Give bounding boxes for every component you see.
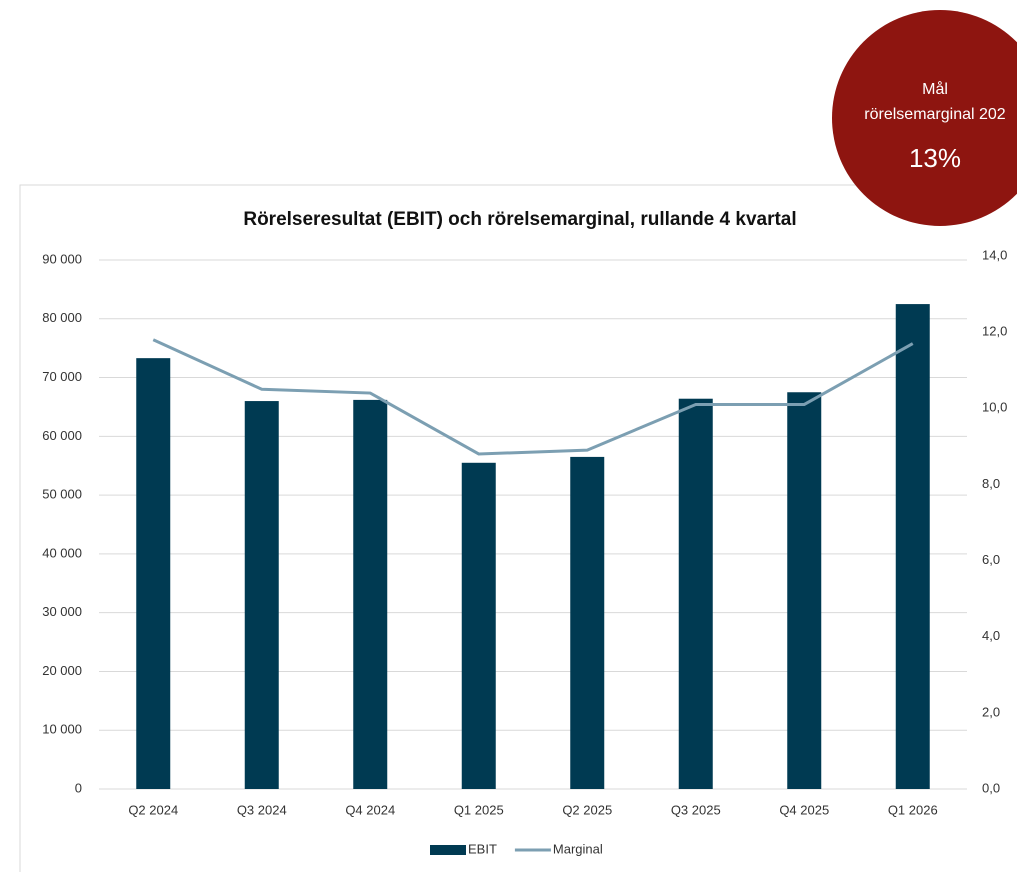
y2-tick-label: 14,0 xyxy=(982,247,1007,262)
y-tick-label: 60 000 xyxy=(42,428,82,443)
chart-title: Rörelseresultat (EBIT) och rörelsemargin… xyxy=(243,209,796,230)
x-tick-label: Q1 2025 xyxy=(454,802,504,817)
y2-tick-label: 8,0 xyxy=(982,476,1000,491)
badge: Mål rörelsemarginal 202 13% xyxy=(832,10,1017,226)
chart-frame xyxy=(19,184,1017,872)
legend-swatch xyxy=(430,845,466,855)
bar xyxy=(895,304,930,789)
badge-line1: Mål xyxy=(922,80,948,98)
y-tick-label: 80 000 xyxy=(42,310,82,325)
bar xyxy=(787,392,822,789)
y2-tick-label: 2,0 xyxy=(982,704,1000,719)
x-tick-label: Q3 2025 xyxy=(671,802,721,817)
x-tick-label: Q2 2025 xyxy=(562,802,612,817)
y-tick-label: 0 xyxy=(75,780,82,795)
x-tick-label: Q4 2024 xyxy=(345,802,395,817)
y-tick-label: 70 000 xyxy=(42,369,82,384)
bar xyxy=(353,399,388,789)
y2-tick-label: 10,0 xyxy=(982,400,1007,415)
line xyxy=(152,338,914,456)
bar xyxy=(244,401,279,789)
y-tick-label: 40 000 xyxy=(42,545,82,560)
x-tick-label: Q1 2026 xyxy=(888,802,938,817)
y2-tick-label: 4,0 xyxy=(982,628,1000,643)
legend-item: EBIT xyxy=(430,841,497,856)
legend-item: Marginal xyxy=(514,841,603,856)
y2-tick-label: 0,0 xyxy=(982,780,1000,795)
bar xyxy=(461,462,496,789)
y-tick-label: 50 000 xyxy=(42,487,82,502)
y-tick-label: 10 000 xyxy=(42,722,82,737)
x-tick-label: Q4 2025 xyxy=(779,802,829,817)
x-tick-label: Q3 2024 xyxy=(237,802,287,817)
y-tick-label: 90 000 xyxy=(42,251,82,266)
y-tick-label: 20 000 xyxy=(42,663,82,678)
badge-circle xyxy=(832,10,1017,226)
badge-value: 13% xyxy=(909,143,961,173)
bar xyxy=(678,398,713,789)
bar xyxy=(570,456,605,789)
badge-line2: rörelsemarginal 202 xyxy=(864,106,1006,123)
x-tick-label: Q2 2024 xyxy=(128,802,178,817)
y2-tick-label: 6,0 xyxy=(982,552,1000,567)
legend-label: EBIT xyxy=(468,841,497,856)
bar xyxy=(136,358,171,789)
y-tick-label: 30 000 xyxy=(42,604,82,619)
legend-label: Marginal xyxy=(553,841,603,856)
y2-tick-label: 12,0 xyxy=(982,324,1007,339)
